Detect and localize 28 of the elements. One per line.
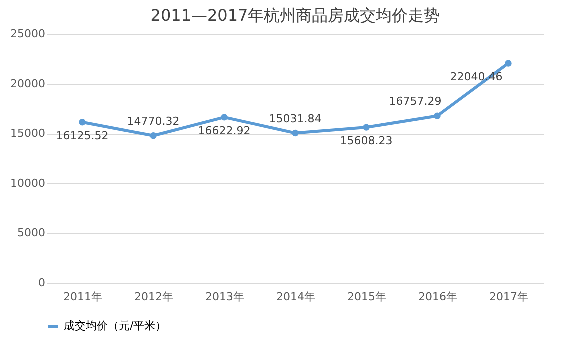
chart-title: 2011—2017年杭州商品房成交均价走势	[150, 6, 440, 25]
y-tick-label: 20000	[10, 77, 46, 90]
y-tick-label: 15000	[10, 127, 46, 140]
x-tick-label: 2017年	[490, 290, 528, 304]
data-label: 16622.92	[198, 124, 251, 138]
point	[434, 112, 441, 120]
x-tick-label: 2016年	[418, 290, 458, 304]
x-tick-label: 2015年	[348, 290, 386, 304]
data-label: 15031.84	[269, 112, 322, 126]
y-tick-label: 0	[38, 276, 46, 290]
legend-label: 成交均价（元/平米）	[64, 320, 167, 332]
point	[221, 114, 228, 121]
data-label: 14770.32	[127, 114, 180, 128]
x-tick-label: 2014年	[276, 290, 316, 304]
point	[79, 119, 86, 126]
y-tick-label: 25000	[10, 28, 46, 40]
y-tick-label: 5000	[18, 226, 46, 240]
point	[505, 60, 512, 67]
x-tick-label: 2012年	[134, 290, 174, 304]
x-tick-label: 2011年	[64, 290, 102, 304]
data-label: 15608.23	[340, 134, 393, 148]
point	[150, 132, 157, 140]
data-label: 16125.52	[56, 129, 109, 142]
data-label: 16757.29	[389, 95, 442, 108]
x-tick-label: 2013年	[206, 290, 244, 304]
point	[363, 124, 370, 131]
y-tick-label: 10000	[10, 176, 46, 190]
point	[292, 130, 299, 137]
